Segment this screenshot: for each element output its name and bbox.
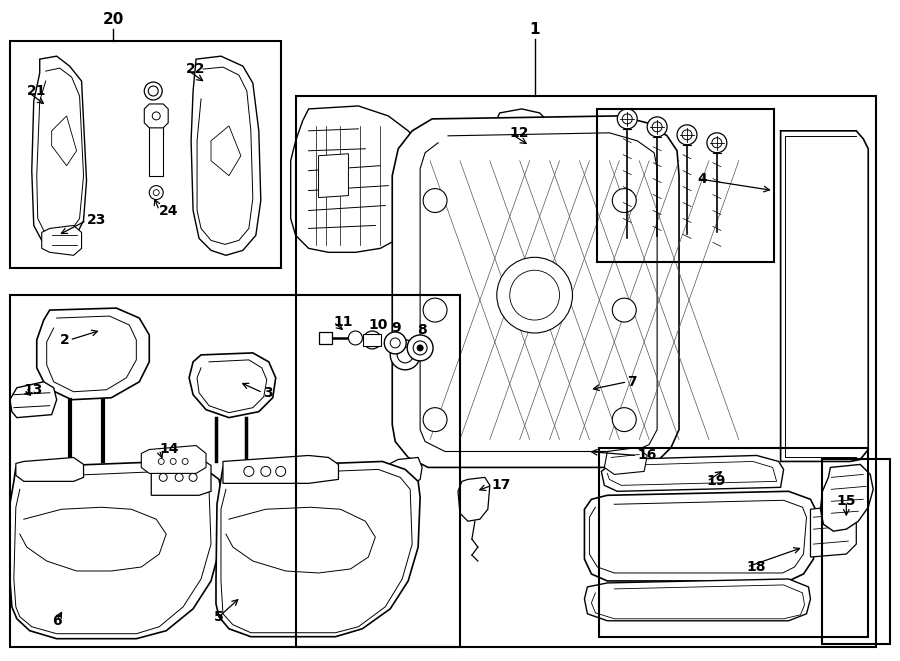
Polygon shape [223, 455, 338, 483]
Circle shape [682, 130, 692, 140]
Circle shape [417, 345, 423, 351]
Circle shape [423, 188, 447, 212]
Circle shape [182, 459, 188, 465]
Polygon shape [37, 308, 149, 400]
Circle shape [612, 408, 636, 432]
Polygon shape [141, 446, 206, 473]
Circle shape [391, 340, 420, 370]
Circle shape [712, 137, 722, 148]
Text: 8: 8 [418, 323, 427, 337]
Polygon shape [780, 131, 868, 461]
Bar [823, 459, 890, 644]
Text: 19: 19 [706, 475, 726, 488]
Text: 23: 23 [86, 214, 106, 227]
Circle shape [384, 332, 406, 354]
Circle shape [152, 112, 160, 120]
Text: 5: 5 [214, 610, 224, 624]
Circle shape [261, 467, 271, 477]
Circle shape [148, 86, 158, 96]
Circle shape [423, 408, 447, 432]
Circle shape [176, 473, 183, 481]
Text: 15: 15 [837, 494, 856, 508]
Polygon shape [505, 171, 535, 210]
Text: 16: 16 [637, 448, 657, 463]
Text: 21: 21 [27, 84, 46, 98]
Polygon shape [811, 505, 856, 557]
Polygon shape [149, 116, 163, 176]
Circle shape [617, 109, 637, 129]
Text: 12: 12 [509, 126, 529, 140]
Circle shape [189, 473, 197, 481]
Polygon shape [392, 116, 679, 467]
Text: 20: 20 [103, 12, 124, 27]
Bar [598, 109, 774, 262]
Text: 17: 17 [491, 479, 511, 492]
Polygon shape [10, 461, 223, 639]
Circle shape [612, 298, 636, 322]
Bar [296, 96, 877, 646]
Polygon shape [144, 104, 168, 128]
Polygon shape [601, 455, 784, 491]
Circle shape [677, 125, 697, 145]
Text: 11: 11 [334, 315, 353, 329]
Polygon shape [388, 457, 422, 487]
Text: 1: 1 [529, 22, 540, 37]
Polygon shape [16, 457, 84, 481]
Circle shape [158, 459, 164, 465]
Text: 14: 14 [159, 442, 179, 457]
Circle shape [612, 188, 636, 212]
Text: 9: 9 [392, 321, 401, 335]
Circle shape [407, 335, 433, 361]
Circle shape [391, 338, 401, 348]
Text: 22: 22 [186, 62, 205, 76]
Polygon shape [10, 382, 57, 418]
Text: 13: 13 [23, 383, 43, 397]
Circle shape [144, 82, 162, 100]
Circle shape [159, 473, 167, 481]
Circle shape [622, 114, 632, 124]
Circle shape [509, 270, 560, 320]
Bar [10, 295, 460, 646]
Polygon shape [319, 154, 348, 198]
Circle shape [647, 117, 667, 137]
Polygon shape [458, 477, 490, 521]
Circle shape [170, 459, 176, 465]
Circle shape [706, 133, 727, 153]
Polygon shape [189, 353, 275, 418]
Text: 24: 24 [159, 204, 179, 217]
Text: 10: 10 [368, 318, 388, 332]
Polygon shape [191, 56, 261, 255]
Bar [10, 41, 281, 268]
Circle shape [364, 331, 382, 349]
Circle shape [149, 186, 163, 200]
Circle shape [652, 122, 662, 132]
Text: 6: 6 [52, 614, 61, 628]
Circle shape [423, 298, 447, 322]
Text: 4: 4 [697, 172, 706, 186]
Text: 2: 2 [60, 333, 69, 347]
Text: 7: 7 [627, 375, 637, 389]
Circle shape [413, 341, 428, 355]
Polygon shape [291, 106, 428, 253]
Polygon shape [319, 332, 332, 344]
Polygon shape [364, 334, 382, 346]
Polygon shape [604, 447, 647, 475]
Circle shape [397, 347, 413, 363]
Polygon shape [821, 465, 873, 531]
Polygon shape [41, 225, 82, 255]
Polygon shape [216, 461, 420, 637]
Circle shape [275, 467, 285, 477]
Text: 3: 3 [263, 386, 273, 400]
Circle shape [348, 331, 363, 345]
Circle shape [497, 257, 572, 333]
Polygon shape [151, 457, 211, 495]
Circle shape [153, 190, 159, 196]
Polygon shape [491, 109, 552, 173]
Text: 18: 18 [747, 560, 766, 574]
Bar [599, 447, 868, 637]
Polygon shape [584, 491, 816, 581]
Polygon shape [32, 56, 86, 249]
Circle shape [244, 467, 254, 477]
Polygon shape [584, 579, 811, 621]
